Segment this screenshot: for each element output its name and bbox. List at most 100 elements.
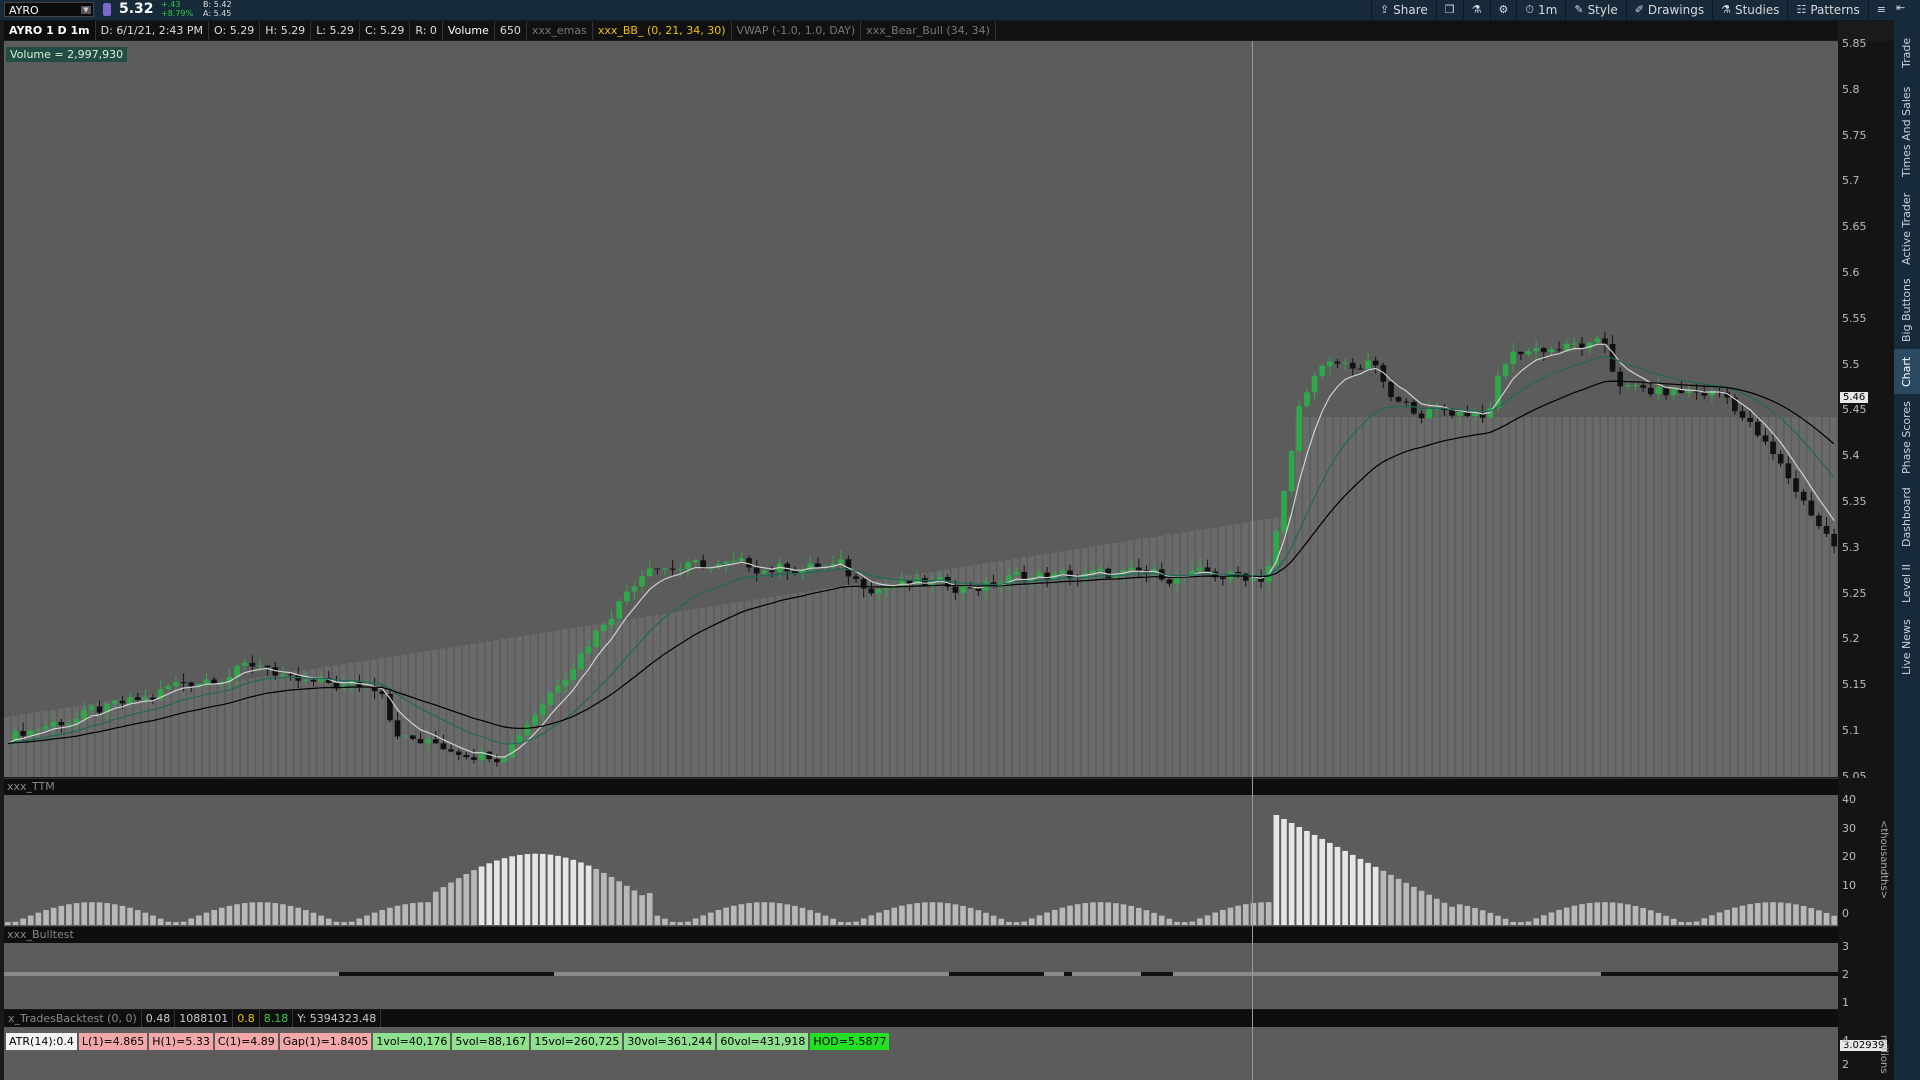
- ttm-bar: [157, 918, 164, 925]
- volume-bar: [1058, 551, 1065, 777]
- ttm-bar: [150, 915, 156, 925]
- toolbar-item-window[interactable]: ❐: [1435, 0, 1463, 20]
- candle-body: [891, 587, 898, 589]
- ttm-bar: [555, 855, 561, 925]
- side-collapse-icon[interactable]: ⇤: [1896, 1, 1906, 14]
- volume-bar: [317, 667, 324, 777]
- study-emas[interactable]: xxx_emas: [527, 21, 593, 40]
- ttm-bar: [1808, 907, 1815, 925]
- candle-body: [1563, 343, 1570, 351]
- volume-bar: [1027, 556, 1035, 777]
- volume-label[interactable]: Volume: [443, 21, 495, 40]
- backtest-v4: 8.18: [260, 1010, 294, 1027]
- sidebar-tab-active-trader[interactable]: Active Trader: [1900, 192, 1913, 265]
- sidebar-tab-phase-scores[interactable]: Phase Scores: [1900, 401, 1913, 475]
- volume-bar: [1073, 549, 1080, 777]
- ttm-bar: [1242, 904, 1249, 925]
- candle-body: [150, 697, 156, 700]
- symbol-input[interactable]: AYRO ▼: [4, 2, 94, 17]
- candle-body: [66, 723, 72, 726]
- volume-bar: [1746, 417, 1753, 777]
- toolbar-item-menu[interactable]: ≡: [1867, 0, 1894, 20]
- toolbar-item-1m[interactable]: ⏱ 1m: [1516, 0, 1565, 20]
- sidebar-tab-times-and-sales[interactable]: Times And Sales: [1900, 86, 1913, 178]
- volume-bar: [1394, 417, 1401, 777]
- volume-bar: [233, 681, 240, 777]
- ttm-bar: [119, 905, 126, 925]
- candle-body: [1388, 381, 1394, 398]
- sidebar-tab-level-ii[interactable]: Level II: [1900, 563, 1913, 604]
- toolbar-item-studies[interactable]: ⚗ Studies: [1712, 0, 1787, 20]
- candle-body: [906, 580, 913, 585]
- price-chart[interactable]: [4, 41, 1838, 777]
- ttm-bar: [562, 857, 569, 925]
- chart-title[interactable]: AYRO 1 D 1m: [4, 21, 96, 40]
- ttm-bar: [1204, 915, 1211, 925]
- ttm-bar: [983, 912, 989, 925]
- volume-bar: [1326, 417, 1333, 777]
- ttm-bar: [218, 907, 225, 925]
- price-axis[interactable]: 5.46 5.85 5.8 5.75 5.7 5.65 5.6 5.55 5.5 5.45 5.4…: [1838, 37, 1894, 783]
- candle-body: [646, 568, 653, 577]
- window-icon: ❐: [1444, 3, 1455, 16]
- ttm-panel[interactable]: [4, 795, 1838, 926]
- volume-bar: [1112, 543, 1119, 777]
- volume-bar: [921, 573, 928, 777]
- volume-bar: [554, 630, 561, 777]
- volume-bar: [1203, 528, 1210, 777]
- ttm-axis[interactable]: 40 30 20 10 0: [1838, 778, 1894, 926]
- sidebar-tab-big-buttons[interactable]: Big Buttons: [1900, 278, 1913, 342]
- ttm-bar: [822, 915, 829, 925]
- stat-label: C(1)=4.89: [214, 1033, 278, 1050]
- stat-label: L(1)=4.865: [78, 1033, 148, 1050]
- toolbar-item-drawings[interactable]: ✐ Drawings: [1625, 0, 1712, 20]
- chevron-down-icon[interactable]: ▼: [81, 6, 91, 14]
- lower-axis[interactable]: 3.02939 4 2: [1838, 1010, 1894, 1080]
- ttm-bar: [1097, 902, 1104, 925]
- study-bb[interactable]: xxx_BB_ (0, 21, 34, 30): [593, 21, 732, 40]
- volume-bar: [1165, 534, 1172, 777]
- volume-value: 650: [495, 21, 527, 40]
- study-vwap[interactable]: VWAP (-1.0, 1.0, DAY): [732, 21, 862, 40]
- toolbar-label: Patterns: [1810, 3, 1860, 17]
- ttm-bar: [876, 912, 882, 925]
- ttm-bar: [891, 907, 898, 925]
- sidebar-tab-dashboard[interactable]: Dashboard: [1900, 487, 1913, 547]
- sidebar-tab-chart[interactable]: Chart: [1894, 349, 1920, 394]
- ttm-bar: [1777, 902, 1784, 925]
- volume-bar: [1188, 531, 1195, 777]
- toolbar-item-share[interactable]: ⇪ Share: [1370, 0, 1436, 20]
- bulltest-panel[interactable]: [4, 943, 1838, 1009]
- ttm-bar: [1296, 826, 1303, 925]
- bulltest-label[interactable]: xxx_Bulltest: [7, 928, 74, 941]
- toolbar-item-style[interactable]: ✎ Style: [1565, 0, 1625, 20]
- ttm-bar: [241, 903, 248, 925]
- volume-bar: [49, 709, 56, 777]
- candle-body: [799, 570, 806, 574]
- link-icon[interactable]: [103, 3, 111, 16]
- backtest-label[interactable]: x_TradesBacktest (0, 0): [4, 1010, 142, 1027]
- stat-label: H(1)=5.33: [149, 1033, 213, 1050]
- sidebar-tab-trade[interactable]: Trade: [1900, 37, 1913, 69]
- candle-body: [425, 739, 431, 744]
- bulltest-axis[interactable]: 3 2 1: [1838, 926, 1894, 1010]
- volume-bar: [11, 715, 18, 777]
- ttm-bar: [379, 910, 386, 925]
- toolbar-item-patterns[interactable]: ☷ Patterns: [1787, 0, 1867, 20]
- price-tick: 5.3: [1842, 540, 1860, 554]
- ttm-label[interactable]: xxx_TTM: [7, 780, 55, 793]
- toolbar-item-flask[interactable]: ⚗: [1462, 0, 1490, 20]
- candle-body: [1174, 577, 1180, 584]
- study-bear-bull[interactable]: xxx_Bear_Bull (34, 34): [861, 21, 996, 40]
- stats-labels: ATR(14):0.4 L(1)=4.865 H(1)=5.33 C(1)=4.89 G…: [6, 1033, 890, 1050]
- ttm-bar: [608, 876, 615, 925]
- toolbar-item-gear[interactable]: ⚙: [1489, 0, 1517, 20]
- volume-bar: [1333, 417, 1340, 777]
- candle-body: [35, 729, 42, 731]
- candle-body: [303, 679, 309, 681]
- sidebar-tab-live-news[interactable]: Live News: [1900, 619, 1913, 676]
- volume-bar: [1234, 523, 1241, 777]
- ttm-bar: [1632, 905, 1639, 925]
- volume-bar: [279, 673, 286, 777]
- ttm-unit-label: <thousandths>: [1878, 820, 1889, 899]
